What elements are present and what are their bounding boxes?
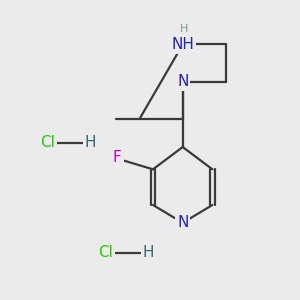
Text: H: H bbox=[143, 245, 154, 260]
Text: H: H bbox=[85, 135, 96, 150]
Text: Cl: Cl bbox=[40, 135, 55, 150]
Text: NH: NH bbox=[171, 37, 194, 52]
Text: N: N bbox=[177, 74, 188, 89]
Text: F: F bbox=[113, 150, 122, 165]
Text: H: H bbox=[180, 24, 188, 34]
Text: N: N bbox=[177, 215, 188, 230]
Text: Cl: Cl bbox=[98, 245, 113, 260]
